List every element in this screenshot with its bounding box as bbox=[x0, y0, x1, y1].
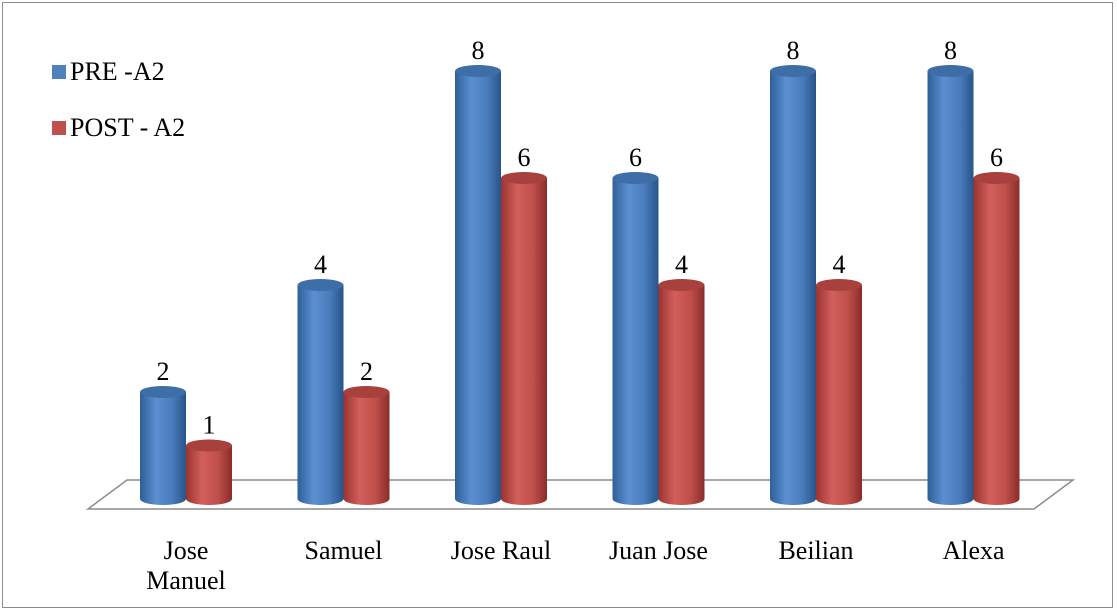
bar-top bbox=[343, 386, 390, 398]
x-axis-labels: Jose Manuel Samuel Jose Raul Juan Jose Beilia… bbox=[146, 536, 1005, 595]
data-label: 4 bbox=[675, 250, 688, 279]
data-label: 6 bbox=[990, 143, 1003, 172]
bars-group: 2 1 4 2 8 6 6 4 8 4 8 6 bbox=[140, 36, 1020, 506]
bar-top bbox=[816, 279, 862, 291]
legend: PRE -A2 POST - A2 bbox=[52, 57, 185, 142]
bar-top bbox=[186, 439, 232, 452]
data-label: 2 bbox=[360, 357, 373, 386]
x-tick-label: Beilian bbox=[778, 536, 853, 565]
legend-label: PRE -A2 bbox=[70, 57, 165, 86]
bar-top bbox=[770, 65, 816, 77]
bar-body bbox=[186, 445, 232, 505]
bar-top bbox=[501, 172, 547, 184]
bar bbox=[455, 65, 501, 505]
bar bbox=[186, 439, 232, 505]
bar-body bbox=[973, 178, 1020, 506]
x-tick-label: Alexa bbox=[942, 536, 1005, 565]
data-label: 4 bbox=[314, 250, 327, 279]
data-label: 6 bbox=[518, 143, 531, 172]
bar-body bbox=[658, 285, 705, 506]
bar-top bbox=[140, 386, 186, 398]
bar bbox=[343, 386, 390, 505]
bar-body bbox=[297, 285, 344, 506]
bar-body bbox=[140, 392, 186, 505]
bar-body bbox=[501, 178, 547, 505]
bar bbox=[297, 279, 344, 506]
bar-body bbox=[612, 178, 659, 506]
bar bbox=[770, 65, 816, 505]
bar-body bbox=[816, 285, 862, 505]
legend-label: POST - A2 bbox=[70, 113, 185, 142]
data-label: 6 bbox=[629, 143, 642, 172]
x-tick-label: Jose Raul bbox=[451, 536, 551, 565]
bar bbox=[140, 386, 186, 505]
bar-top bbox=[658, 279, 705, 291]
x-tick-label: Jose Manuel bbox=[146, 536, 225, 595]
bar-top bbox=[612, 172, 659, 184]
x-tick-label: Samuel bbox=[305, 536, 383, 565]
data-label: 8 bbox=[787, 36, 800, 65]
bar bbox=[927, 65, 974, 506]
x-tick-label: Juan Jose bbox=[609, 536, 708, 565]
data-label: 1 bbox=[203, 411, 216, 440]
bar-body bbox=[455, 71, 501, 505]
bar bbox=[501, 172, 547, 505]
bar-top bbox=[927, 65, 974, 77]
bar bbox=[612, 172, 659, 506]
bar-body bbox=[927, 71, 974, 506]
bar-body bbox=[770, 71, 816, 505]
bar-top bbox=[973, 172, 1020, 184]
legend-swatch bbox=[52, 65, 66, 79]
bar bbox=[658, 279, 705, 506]
data-label: 2 bbox=[157, 357, 170, 386]
data-label: 8 bbox=[944, 36, 957, 65]
bar bbox=[816, 279, 862, 505]
bar-top bbox=[455, 65, 501, 77]
chart-floor bbox=[85, 479, 1076, 510]
data-label: 8 bbox=[472, 36, 485, 65]
data-label: 4 bbox=[833, 250, 846, 279]
bar bbox=[973, 172, 1020, 506]
legend-swatch bbox=[52, 121, 66, 135]
bar-body bbox=[343, 392, 390, 505]
bar-top bbox=[297, 279, 344, 291]
